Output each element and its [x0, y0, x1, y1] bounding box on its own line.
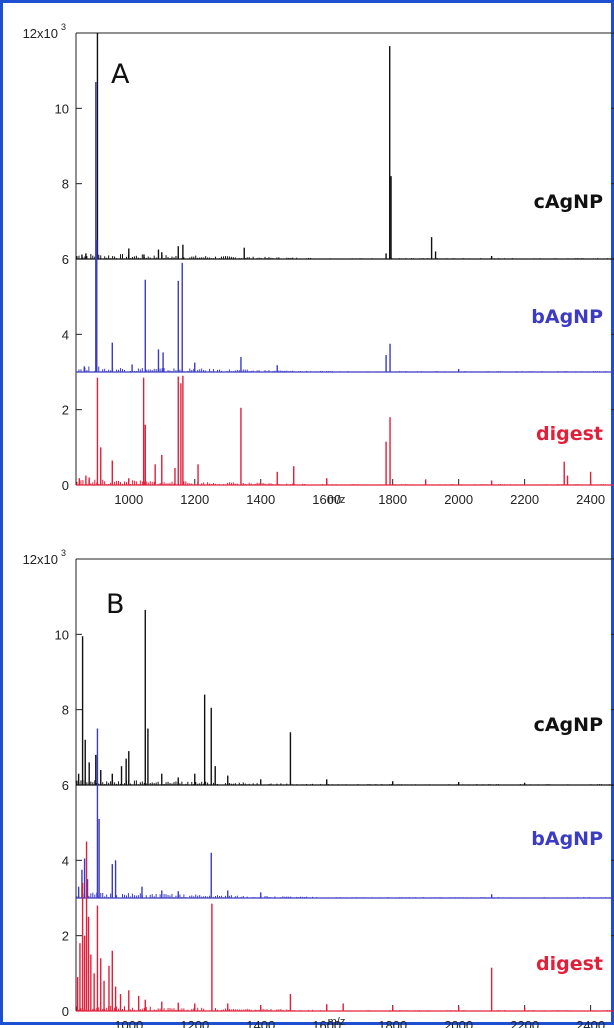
y-tick-label-exponent: 3: [61, 548, 66, 558]
chart-panel-b: 0 2 4 6 8 10 12x10 3 1000 1200 1400 1600 1800 2000 220…: [23, 548, 614, 1028]
x-tick-label: 1400: [246, 1018, 275, 1028]
series-cagnp: [76, 609, 614, 786]
series-label: bAgNP: [531, 828, 603, 850]
x-tick-label: 2200: [510, 1018, 539, 1028]
x-tick-label: 1000: [114, 492, 143, 507]
x-tick-label: 1200: [180, 1018, 209, 1028]
series-label: bAgNP: [531, 306, 603, 328]
y-tick-label: 0: [62, 478, 69, 493]
y-tick-label: 4: [62, 853, 69, 868]
x-axis-label: m/z: [328, 1016, 346, 1028]
chart-panel-a: 0 2 4 6 8 10 12x10 3 1000 1200 1400 1600 1800 2000 220…: [23, 22, 614, 507]
series-digest: [76, 841, 614, 1012]
series-bagnp: [76, 81, 614, 373]
panel-label: A: [111, 59, 130, 90]
y-tick-label: 6: [62, 778, 69, 793]
x-tick-label: 2000: [444, 492, 473, 507]
x-tick-label: 1000: [114, 1018, 143, 1028]
y-tick-label: 2: [62, 929, 69, 944]
y-tick-label-top: 12x10: [23, 26, 58, 41]
x-axis-label: m/z: [328, 494, 346, 506]
y-tick-label: 0: [62, 1004, 69, 1019]
panel-label: B: [106, 589, 125, 620]
series-digest: [76, 375, 614, 486]
x-tick-label: 1600: [312, 492, 341, 507]
x-tick-label: 1400: [246, 492, 275, 507]
x-tick-label: 1800: [378, 1018, 407, 1028]
y-tick-label: 8: [62, 703, 69, 718]
x-tick-label: 1800: [378, 492, 407, 507]
x-tick-label: 2400: [576, 492, 605, 507]
series-cagnp: [76, 33, 614, 260]
series-label: cAgNP: [534, 714, 603, 736]
x-tick-label: 1600: [312, 1018, 341, 1028]
series-label: digest: [536, 423, 603, 445]
y-tick-label: 10: [55, 627, 69, 642]
x-tick-label: 2400: [576, 1018, 605, 1028]
series-label: digest: [536, 953, 603, 975]
x-tick-label: 2000: [444, 1018, 473, 1028]
y-tick-label: 6: [62, 252, 69, 267]
x-tick-label: 2200: [510, 492, 539, 507]
y-tick-label: 10: [55, 101, 69, 116]
y-tick-label: 8: [62, 177, 69, 192]
y-tick-label: 2: [62, 403, 69, 418]
series-bagnp: [76, 728, 614, 899]
x-tick-label: 1200: [180, 492, 209, 507]
y-tick-label-top: 12x10: [23, 552, 58, 567]
y-tick-label: 4: [62, 327, 69, 342]
y-tick-label-exponent: 3: [61, 22, 66, 32]
series-label: cAgNP: [534, 191, 603, 213]
